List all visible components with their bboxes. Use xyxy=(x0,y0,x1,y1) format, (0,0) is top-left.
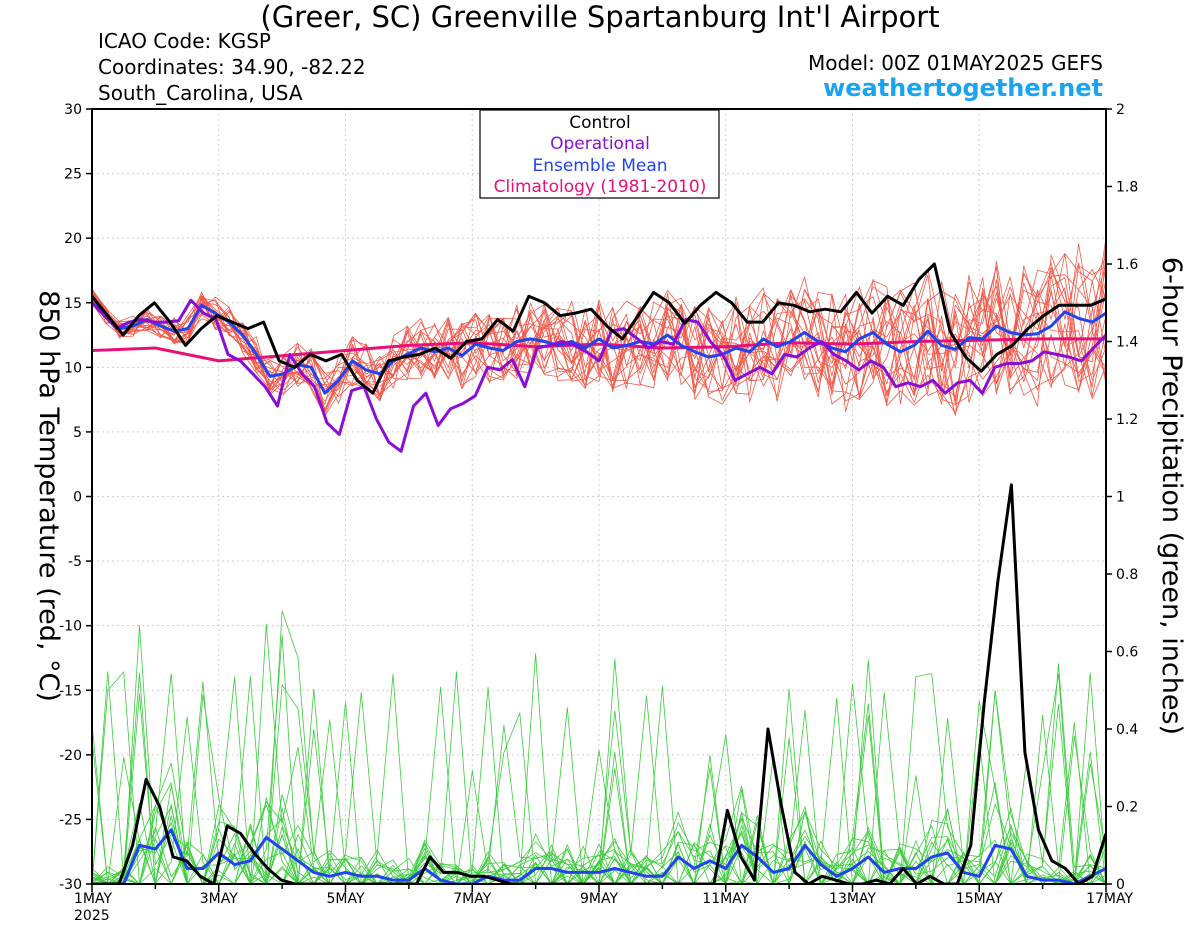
x-tick-label: 17MAY xyxy=(1086,891,1133,907)
precipitation-member-line xyxy=(92,715,1106,884)
legend-ensemble-mean: Ensemble Mean xyxy=(532,156,667,176)
legend-control: Control xyxy=(569,113,630,133)
y2-tick-label: 0.2 xyxy=(1116,800,1138,816)
temperature-member-line xyxy=(92,253,1106,402)
legend-box: Control Operational Ensemble Mean Climat… xyxy=(479,109,720,199)
precipitation-member-line xyxy=(92,623,1106,884)
precipitation-member-line xyxy=(92,707,1106,884)
ensemble-mean-precip-line xyxy=(92,828,1106,884)
y2-tick-label: 1.2 xyxy=(1116,412,1138,428)
precipitation-member-line xyxy=(92,672,1106,884)
y2-tick-label: 0 xyxy=(1116,877,1125,893)
y-tick-label: 0 xyxy=(73,490,82,506)
legend-frame xyxy=(479,109,720,199)
y2-tick-label: 0.8 xyxy=(1116,567,1138,583)
x-tick-label: 13MAY xyxy=(829,891,876,907)
site-link[interactable]: weathertogether.net xyxy=(823,74,1103,102)
coordinates: Coordinates: 34.90, -82.22 xyxy=(98,55,366,79)
precipitation-member-line xyxy=(92,663,1106,884)
temperature-member-line xyxy=(92,279,1106,407)
y-tick-label: -20 xyxy=(59,748,82,764)
x-tick-label: 7MAY xyxy=(453,891,491,907)
legend-climatology: Climatology (1981-2010) xyxy=(494,177,707,197)
y2-tick-label: 2 xyxy=(1116,102,1125,118)
y-tick-label: -5 xyxy=(68,554,82,570)
x-tick-label: 3MAY xyxy=(200,891,238,907)
y-tick-label: 15 xyxy=(64,296,82,312)
x-tick-label: 11MAY xyxy=(702,891,749,907)
region: South_Carolina, USA xyxy=(98,81,303,105)
icao-code: ICAO Code: KGSP xyxy=(98,29,271,53)
y2-tick-label: 1.8 xyxy=(1116,180,1138,196)
precipitation-member-line xyxy=(92,673,1106,884)
y-tick-label: 20 xyxy=(64,231,82,247)
y-tick-label: -30 xyxy=(59,877,82,893)
control-temp-line xyxy=(92,262,1106,395)
precipitation-member-line xyxy=(92,671,1106,884)
y-tick-label: 30 xyxy=(64,102,82,118)
operational-temp-line xyxy=(92,298,1106,453)
y-tick-label: -10 xyxy=(59,619,82,635)
y2-tick-label: 1.4 xyxy=(1116,335,1138,351)
axes: 302520151050-5-10-15-20-25-3021.81.61.41… xyxy=(59,102,1138,924)
y2-tick-label: 0.6 xyxy=(1116,645,1138,661)
precipitation-member-line xyxy=(92,610,1106,884)
x-year-label: 2025 xyxy=(74,908,110,924)
y2-tick-label: 0.4 xyxy=(1116,722,1138,738)
temperature-member-line xyxy=(92,277,1106,402)
y-tick-label: -15 xyxy=(59,683,82,699)
control-precip-line xyxy=(92,483,1106,884)
precipitation-member-line xyxy=(92,653,1106,884)
y-axis-label: 850 hPa Temperature (red, °C) xyxy=(33,290,64,702)
precipitation-member-line xyxy=(92,692,1106,884)
precipitation-member-line xyxy=(92,690,1106,884)
y-tick-label: 5 xyxy=(73,425,82,441)
legend-operational: Operational xyxy=(550,134,650,154)
y-tick-label: 25 xyxy=(64,167,82,183)
model-run: Model: 00Z 01MAY2025 GEFS xyxy=(808,51,1103,75)
x-tick-label: 5MAY xyxy=(326,891,364,907)
y2-axis-label: 6-hour Precipitation (green, inches) xyxy=(1156,257,1187,735)
x-tick-label: 1MAY xyxy=(74,891,112,907)
precipitation-member-line xyxy=(92,625,1106,884)
precipitation-member-line xyxy=(92,775,1106,884)
y-tick-label: -25 xyxy=(59,812,82,828)
chart-title: (Greer, SC) Greenville Spartanburg Int'l… xyxy=(260,0,940,34)
y2-tick-label: 1.6 xyxy=(1116,257,1138,273)
y-tick-label: 10 xyxy=(64,360,82,376)
main-series xyxy=(92,262,1106,884)
grid-lines xyxy=(92,109,1106,884)
ensemble-mean-temp-line xyxy=(92,295,1106,395)
x-tick-label: 9MAY xyxy=(580,891,618,907)
x-tick-label: 15MAY xyxy=(956,891,1003,907)
temperature-member-line xyxy=(92,264,1106,411)
y2-tick-label: 1 xyxy=(1116,490,1125,506)
precipitation-member-line xyxy=(92,673,1106,884)
